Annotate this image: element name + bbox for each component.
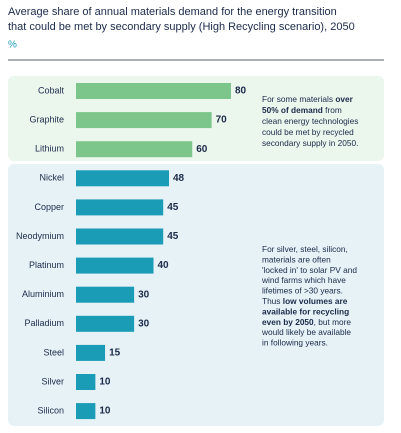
value-label: 15 xyxy=(109,348,121,359)
bar xyxy=(76,257,154,274)
annotation-line: even by 2050, but more xyxy=(262,317,351,327)
annotation-text: wind farms which have xyxy=(261,275,346,285)
annotation-text: could be met by recycled xyxy=(262,127,354,137)
bar xyxy=(76,83,231,99)
annotation-line: wind farms which have xyxy=(261,275,346,285)
annotation-text: For some materials xyxy=(262,94,335,104)
annotation-line: secondary supply in 2050. xyxy=(262,138,358,148)
annotation-text: available for recycling xyxy=(262,307,349,317)
category-label: Steel xyxy=(43,347,64,357)
annotation-text: clean energy technologies xyxy=(262,116,358,126)
category-label: Silver xyxy=(41,376,64,386)
value-label: 40 xyxy=(158,260,170,271)
bar xyxy=(76,112,212,129)
bar xyxy=(76,170,169,187)
annotation-line: 50% of demand from xyxy=(262,105,342,115)
value-label: 60 xyxy=(196,144,208,155)
bar xyxy=(76,315,135,332)
value-label: 10 xyxy=(99,406,111,417)
annotation-line: For silver, steel, silicon, xyxy=(262,244,348,254)
annotation-text: , but more xyxy=(314,317,352,327)
annotation-text: materials are often xyxy=(262,255,331,265)
category-label: Platinum xyxy=(29,260,64,270)
annotation-line: materials are often xyxy=(262,255,331,265)
annotation-text: low volumes are xyxy=(283,296,348,306)
annotation-text: secondary supply in 2050. xyxy=(262,138,358,148)
annotation-text: from xyxy=(323,105,342,115)
annotation-text: even by 2050 xyxy=(262,317,314,327)
value-label: 30 xyxy=(138,289,150,300)
annotation-text: For silver, steel, silicon, xyxy=(262,244,348,254)
annotation-text: over xyxy=(335,94,353,104)
annotation-text: 50% of demand xyxy=(262,105,323,115)
value-label: 10 xyxy=(99,377,111,388)
annotation-line: clean energy technologies xyxy=(262,116,358,126)
chart-title-line: that could be met by secondary supply (H… xyxy=(8,21,355,33)
annotation-text: 'locked in' to solar PV and xyxy=(262,265,357,275)
bar xyxy=(76,141,193,158)
category-label: Nickel xyxy=(39,173,64,183)
category-label: Cobalt xyxy=(38,85,65,95)
value-label: 80 xyxy=(235,86,247,97)
chart-subtitle: % xyxy=(8,40,17,51)
annotation-text: Thus xyxy=(262,296,283,306)
category-label: Lithium xyxy=(35,144,64,154)
category-label: Neodymium xyxy=(16,231,64,241)
annotation-line: could be met by recycled xyxy=(262,127,354,137)
annotation-line: in following years. xyxy=(262,338,328,348)
annotation-line: For some materials over xyxy=(262,94,354,104)
category-label: Silicon xyxy=(37,405,64,415)
category-label: Aluminium xyxy=(22,289,64,299)
annotation-text: lifetimes of >30 years. xyxy=(262,286,343,296)
annotation-line: 'locked in' to solar PV and xyxy=(262,265,357,275)
value-label: 30 xyxy=(138,318,150,329)
value-label: 70 xyxy=(216,115,228,126)
category-label: Copper xyxy=(34,202,64,212)
value-label: 45 xyxy=(167,202,179,213)
bar xyxy=(76,403,96,420)
bar xyxy=(76,286,135,303)
annotation-line: available for recycling xyxy=(262,307,349,317)
annotation-line: lifetimes of >30 years. xyxy=(262,286,343,296)
chart-title-line: Average share of annual materials demand… xyxy=(8,6,337,18)
value-label: 45 xyxy=(167,231,179,242)
bar xyxy=(76,199,164,216)
value-label: 48 xyxy=(173,173,185,184)
category-label: Graphite xyxy=(29,114,64,124)
annotation-line: Thus low volumes are xyxy=(262,296,348,306)
category-label: Palladium xyxy=(24,318,64,328)
annotation-text: in following years. xyxy=(262,338,328,348)
bar xyxy=(76,344,106,361)
annotation-text: would likely be available xyxy=(261,327,351,337)
bar xyxy=(76,374,96,390)
annotation-line: would likely be available xyxy=(261,327,351,337)
bar xyxy=(76,228,164,245)
